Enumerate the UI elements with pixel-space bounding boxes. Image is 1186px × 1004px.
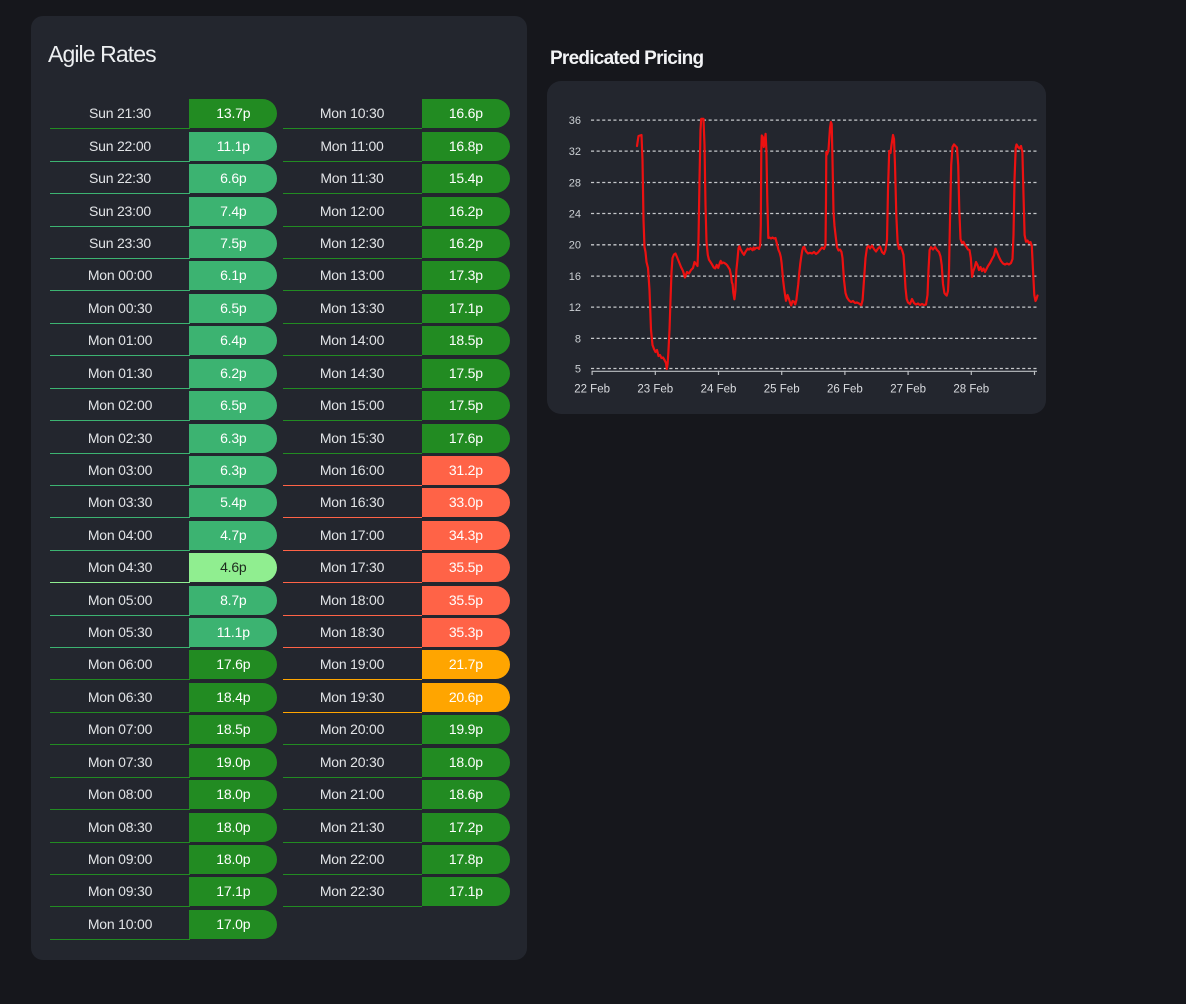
svg-text:5: 5 xyxy=(575,363,581,375)
svg-text:32: 32 xyxy=(569,146,581,158)
svg-text:24: 24 xyxy=(569,208,581,220)
svg-text:24 Feb: 24 Feb xyxy=(701,383,737,395)
svg-text:36: 36 xyxy=(569,115,581,127)
svg-text:25 Feb: 25 Feb xyxy=(764,383,800,395)
svg-text:28 Feb: 28 Feb xyxy=(953,383,989,395)
svg-text:22 Feb: 22 Feb xyxy=(574,383,610,395)
svg-text:16: 16 xyxy=(569,271,581,283)
svg-text:12: 12 xyxy=(569,302,581,314)
svg-text:28: 28 xyxy=(569,177,581,189)
svg-text:23 Feb: 23 Feb xyxy=(637,383,673,395)
svg-text:8: 8 xyxy=(575,333,581,345)
svg-text:27 Feb: 27 Feb xyxy=(890,383,926,395)
svg-text:20: 20 xyxy=(569,240,581,252)
svg-text:26 Feb: 26 Feb xyxy=(827,383,863,395)
